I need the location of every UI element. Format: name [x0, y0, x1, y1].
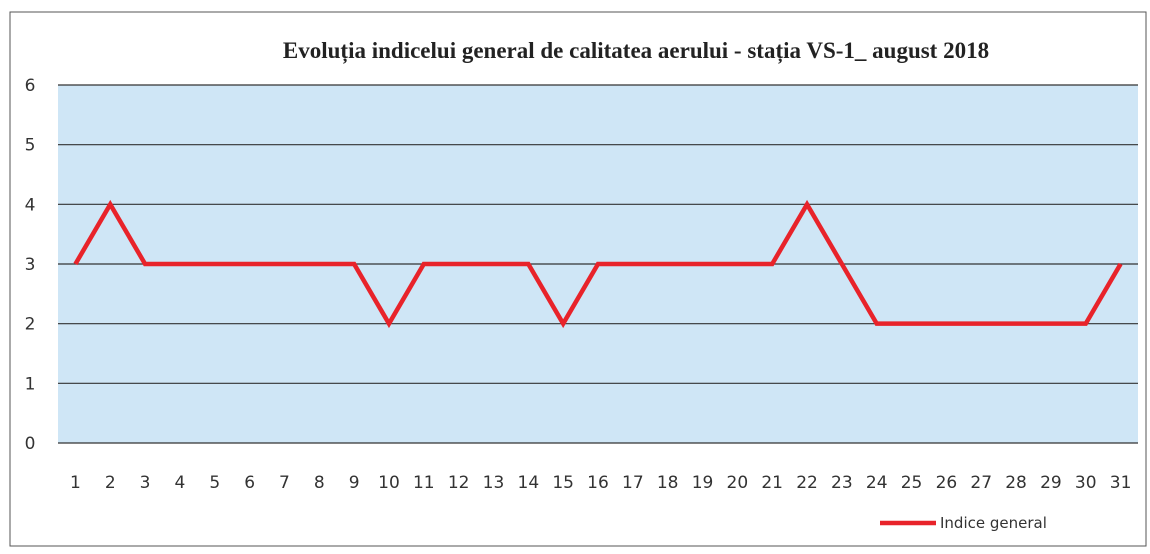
- x-tick-label: 17: [622, 473, 644, 493]
- y-tick-label: 6: [25, 76, 36, 96]
- x-tick-label: 15: [552, 473, 574, 493]
- y-tick-label: 1: [25, 374, 36, 394]
- x-tick-label: 7: [279, 473, 290, 493]
- x-tick-label: 22: [796, 473, 818, 493]
- x-tick-label: 10: [378, 473, 400, 493]
- x-tick-label: 8: [314, 473, 325, 493]
- x-tick-label: 16: [587, 473, 609, 493]
- x-tick-label: 29: [1040, 473, 1062, 493]
- x-tick-label: 31: [1110, 473, 1132, 493]
- y-tick-label: 4: [25, 195, 36, 215]
- x-tick-label: 24: [866, 473, 888, 493]
- legend-label: Indice general: [940, 514, 1047, 532]
- chart-title: Evoluția indicelui general de calitatea …: [283, 38, 989, 64]
- y-tick-label: 0: [25, 434, 36, 454]
- x-tick-label: 19: [692, 473, 714, 493]
- x-tick-label: 2: [105, 473, 116, 493]
- x-tick-label: 23: [831, 473, 853, 493]
- x-tick-label: 12: [448, 473, 470, 493]
- x-tick-label: 18: [657, 473, 679, 493]
- x-tick-label: 4: [175, 473, 186, 493]
- x-tick-label: 26: [936, 473, 958, 493]
- x-tick-label: 3: [140, 473, 151, 493]
- y-tick-label: 3: [25, 255, 36, 275]
- x-tick-label: 9: [349, 473, 360, 493]
- x-tick-label: 28: [1005, 473, 1027, 493]
- x-tick-label: 6: [244, 473, 255, 493]
- x-tick-label: 30: [1075, 473, 1097, 493]
- y-tick-label: 5: [25, 136, 36, 156]
- x-tick-label: 21: [761, 473, 783, 493]
- x-tick-label: 14: [518, 473, 540, 493]
- x-tick-label: 1: [70, 473, 81, 493]
- y-tick-label: 2: [25, 315, 36, 335]
- x-tick-label: 5: [209, 473, 220, 493]
- x-tick-label: 11: [413, 473, 435, 493]
- data-line: [73, 199, 1123, 329]
- x-tick-label: 13: [483, 473, 505, 493]
- x-tick-label: 25: [901, 473, 923, 493]
- x-tick-label: 27: [970, 473, 992, 493]
- x-tick-label: 20: [727, 473, 749, 493]
